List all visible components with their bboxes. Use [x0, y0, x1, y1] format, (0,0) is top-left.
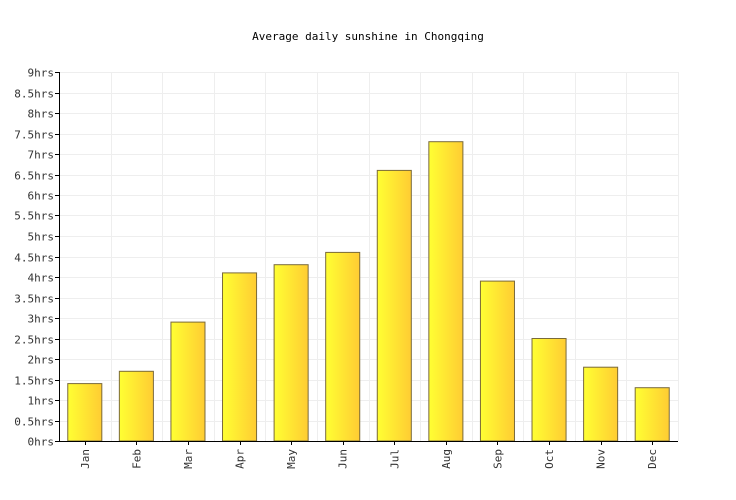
- y-tick-label: 3.5hrs: [14, 293, 54, 306]
- y-tick-label: 5.5hrs: [14, 210, 54, 223]
- bar-jun: [325, 251, 361, 442]
- y-tick-label: 0.5hrs: [14, 416, 54, 429]
- y-tick-label: 1hrs: [28, 395, 55, 408]
- bar-sep: [479, 280, 515, 442]
- y-tick-label: 6.5hrs: [14, 170, 54, 183]
- y-tick-label: 9hrs: [28, 67, 55, 80]
- y-tick-label: 7hrs: [28, 149, 55, 162]
- bar-aug: [428, 141, 464, 442]
- y-tick-label: 1.5hrs: [14, 375, 54, 388]
- bar-jul: [376, 169, 412, 442]
- y-tick-label: 8hrs: [28, 108, 55, 121]
- y-tick-label: 0hrs: [28, 436, 55, 449]
- bar-apr: [222, 272, 258, 442]
- axis-layer: [55, 72, 678, 445]
- bar-feb: [118, 370, 154, 442]
- x-tick-label: Oct: [543, 449, 556, 469]
- y-tick-label: 6hrs: [28, 190, 55, 203]
- bar-jan: [67, 383, 103, 442]
- x-tick-label: Jul: [388, 449, 401, 469]
- y-tick-label: 2.5hrs: [14, 334, 54, 347]
- x-tick-label: Jan: [79, 449, 92, 469]
- bar-dec: [634, 387, 670, 442]
- x-tick-label: Feb: [130, 449, 143, 469]
- x-tick-label: Nov: [595, 449, 608, 469]
- x-tick-label: Aug: [440, 449, 453, 469]
- x-tick-label: Apr: [234, 449, 247, 469]
- y-tick-label: 8.5hrs: [14, 88, 54, 101]
- x-tick-label: Mar: [182, 449, 195, 469]
- chart-title: Average daily sunshine in Chongqing: [252, 30, 484, 43]
- grid-layer: [59, 72, 679, 441]
- bar-may: [273, 264, 309, 442]
- bar-nov: [583, 366, 619, 442]
- y-tick-label: 4hrs: [28, 272, 55, 285]
- y-tick-label: 3hrs: [28, 313, 55, 326]
- y-tick-label: 2hrs: [28, 354, 55, 367]
- y-tick-label: 5hrs: [28, 231, 55, 244]
- bar-layer: [67, 141, 670, 442]
- bar-mar: [170, 321, 206, 442]
- x-tick-label: Sep: [491, 449, 504, 469]
- label-layer: 0hrs 0.5hrs 1hrs 1.5hrs 2hrs 2.5hrs 3hrs 3.5hrs…: [14, 67, 659, 469]
- bar-oct: [531, 338, 567, 442]
- y-tick-label: 4.5hrs: [14, 252, 54, 265]
- y-tick-label: 7.5hrs: [14, 129, 54, 142]
- x-tick-label: May: [285, 449, 298, 469]
- x-tick-label: Jun: [337, 449, 350, 469]
- x-tick-label: Dec: [646, 449, 659, 469]
